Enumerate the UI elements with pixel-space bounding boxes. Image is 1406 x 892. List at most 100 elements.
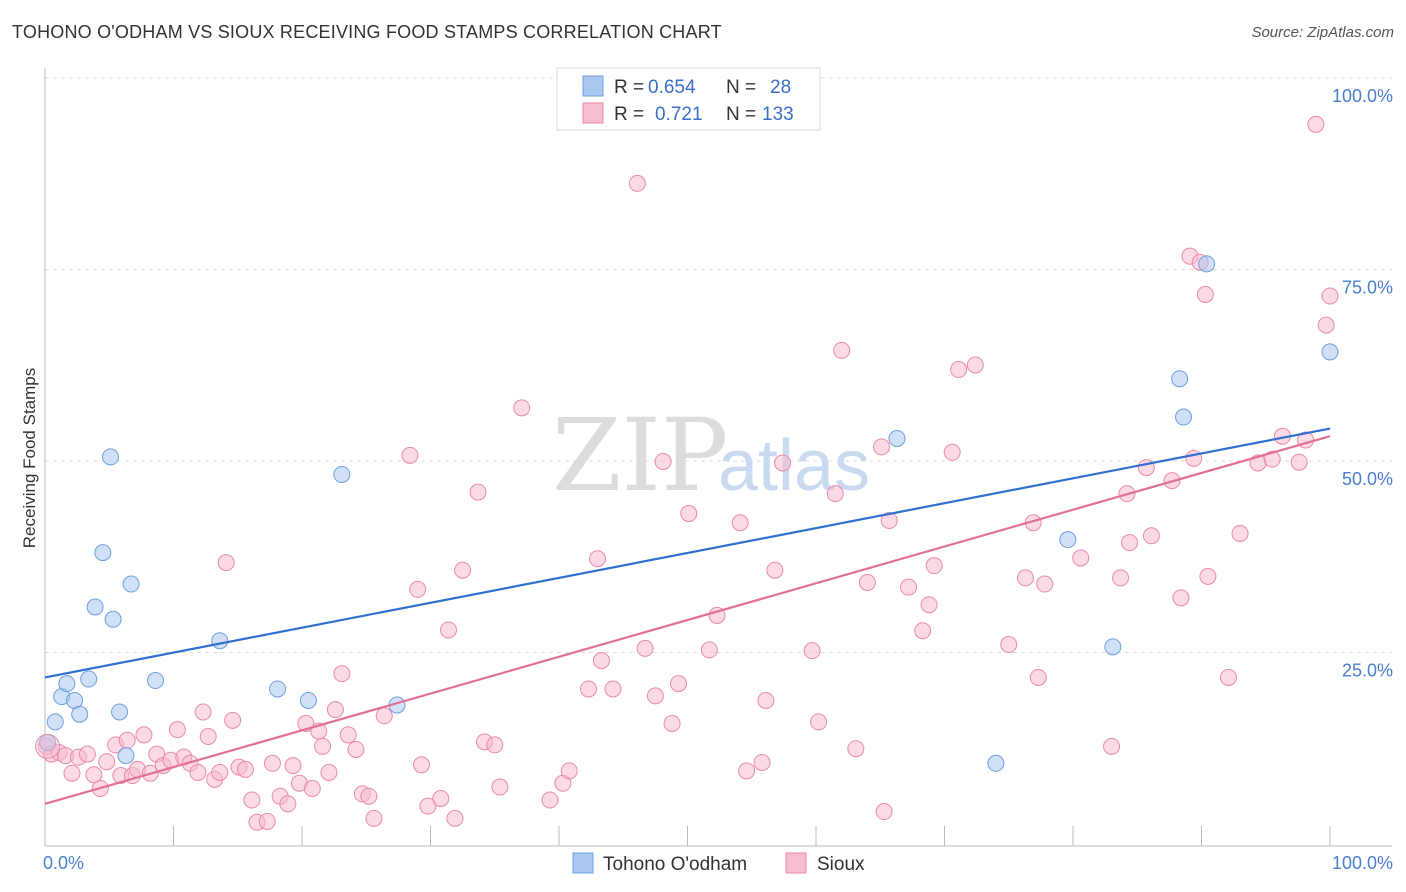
tohono-point [1059,531,1077,549]
sioux-trend-line [44,435,1331,805]
tick-labels: 25.0% 50.0% 75.0% 100.0% 0.0% 100.0% [43,86,1393,873]
sioux-point [1029,668,1047,686]
sioux-point [966,356,984,374]
sioux-point [413,756,431,774]
sioux-point [432,790,450,808]
tohono-point [269,680,287,698]
tohono-point [299,691,317,709]
sioux-point [211,763,229,781]
sioux-point [1263,450,1281,468]
y-tick-label: 100.0% [1332,86,1393,106]
sioux-point [217,554,235,572]
sioux-point [1121,534,1139,552]
tohono-point [80,670,98,688]
sioux-point [833,341,851,359]
sioux-point [1317,316,1335,334]
tohono-point [71,705,89,723]
sioux-point [284,757,302,775]
sioux-point [243,791,261,809]
sioux-point [1103,737,1121,755]
legend-n-value-sioux: 133 [762,104,794,125]
sioux-point [1016,569,1034,587]
trend-lines [44,427,1331,805]
sioux-point [920,596,938,614]
sioux-point [1172,589,1190,607]
sioux-point [279,795,297,813]
sioux-point [858,573,876,591]
sioux-point [78,745,96,763]
sioux-point [258,812,276,830]
tohono-point [333,465,351,483]
sioux-point [774,454,792,472]
sioux-point [454,561,472,579]
sioux-point [491,778,509,796]
sioux-point [326,701,344,719]
gridlines [45,77,1392,653]
watermark-zip: ZIP [552,397,728,514]
sioux-point [320,763,338,781]
sioux-point [847,740,865,758]
tohono-point [46,713,64,731]
tohono-point [94,544,112,562]
sioux-point [1072,549,1090,567]
y-tick-label: 25.0% [1342,661,1393,681]
sioux-point [654,452,672,470]
tohono-point [211,632,229,650]
sioux-point [189,763,207,781]
sioux-point [85,766,103,784]
legend-r-value-sioux: 0.721 [655,104,703,125]
watermark-atlas: atlas [718,426,870,506]
sioux-point [314,737,332,755]
sioux-point [950,361,968,379]
sioux-point [303,780,321,798]
sioux-point [1321,287,1339,305]
sioux-point [446,809,464,827]
legend-n-label-tohono: N = [726,77,756,98]
sioux-point [738,762,756,780]
sioux-point [486,736,504,754]
sioux-point [347,740,365,758]
tohono-point [1104,638,1122,656]
tohono-point [104,610,122,628]
sioux-point [1199,567,1217,585]
sioux-point [236,760,254,778]
sioux-point [339,726,357,744]
sioux-point [194,703,212,721]
sioux-point [365,809,383,827]
sioux-point [663,714,681,732]
sioux-point [1000,636,1018,654]
sioux-point [263,754,281,772]
legend-n-value-tohono: 28 [770,77,791,98]
sioux-point [135,726,153,744]
sioux-point [419,797,437,815]
sioux-point [810,713,828,731]
sioux-point [333,665,351,683]
sioux-point [513,399,531,417]
series-legend: Tohono O'odham Sioux [572,852,865,875]
sioux-point [628,174,646,192]
sioux-point [1036,575,1054,593]
tohono-point [122,575,140,593]
sioux-point [541,791,559,809]
y-axis-label: Receiving Food Stamps [20,368,39,548]
sioux-point [375,707,393,725]
correlation-legend: R = 0.654 N = 28 R = 0.721 N = 133 [556,67,821,131]
bottom-legend-label-tohono: Tohono O'odham [603,854,747,875]
sioux-point [826,485,844,503]
sioux-point [1307,115,1325,133]
tohono-point [58,675,76,693]
sioux-point [592,652,610,670]
sioux-point [560,762,578,780]
bottom-legend-label-sioux: Sioux [817,854,865,875]
sioux-point [646,687,664,705]
sioux-point [589,550,607,568]
source-label: Source: ZipAtlas.com [1251,24,1394,41]
tohono-point [117,747,135,765]
sioux-point [636,639,654,657]
sioux-point [401,446,419,464]
tohono-trend-line [44,427,1331,679]
sioux-point [1231,524,1249,542]
sioux-point [469,483,487,501]
sioux-point [873,438,891,456]
sioux-point [680,505,698,523]
